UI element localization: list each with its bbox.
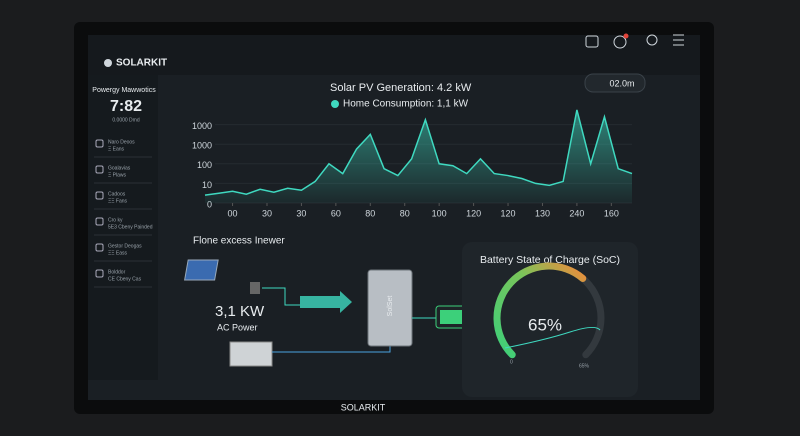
breaker bbox=[229, 341, 273, 367]
y-tick-label: 10 bbox=[202, 180, 212, 190]
chart-subtitle: Home Consumption: 1,1 kW bbox=[343, 99, 469, 110]
battery-card bbox=[462, 242, 638, 397]
icon[interactable] bbox=[613, 35, 627, 49]
notification-dot bbox=[623, 33, 629, 39]
power-label: AC Power bbox=[217, 322, 258, 332]
side-item-title: Goalavias bbox=[108, 165, 131, 171]
side-item-title: Gestor Deogas bbox=[108, 243, 142, 249]
battery-title: Battery State of Charge (SoC) bbox=[480, 254, 620, 266]
footer-brand: SOLARKIT bbox=[341, 402, 386, 412]
gauge-wave bbox=[504, 326, 601, 349]
sidebar bbox=[88, 75, 158, 380]
x-tick-label: 100 bbox=[432, 208, 447, 218]
side-icon bbox=[95, 139, 104, 148]
x-tick-label: 160 bbox=[604, 208, 619, 218]
clock-sub: 0.0000 Dmd bbox=[112, 117, 139, 123]
battery-fill bbox=[440, 310, 466, 324]
y-tick-label: 1000 bbox=[192, 121, 212, 131]
x-tick-label: 120 bbox=[466, 208, 481, 218]
area-line bbox=[204, 109, 633, 196]
x-tick-label: 30 bbox=[296, 208, 306, 218]
icon[interactable] bbox=[646, 34, 658, 46]
menu-icon[interactable] bbox=[673, 34, 684, 46]
side-item-title: Naro Deoos bbox=[108, 139, 135, 145]
side-item-title: Cadoos bbox=[108, 191, 126, 197]
x-tick-label: 80 bbox=[400, 208, 410, 218]
sidebar-title: Powergy Mawwotics bbox=[92, 87, 156, 94]
x-tick-label: 120 bbox=[501, 208, 516, 218]
y-tick-label: 1000 bbox=[192, 141, 212, 151]
panel-box bbox=[250, 282, 260, 294]
side-item-title: Bolddor bbox=[108, 269, 126, 275]
time-badge[interactable] bbox=[584, 73, 646, 93]
x-tick-label: 240 bbox=[569, 208, 584, 218]
x-tick-label: 130 bbox=[535, 208, 550, 218]
power: 3,1 KW bbox=[215, 303, 265, 320]
chart-title: Solar PV Generation: 4.2 kW bbox=[330, 82, 472, 94]
side-icon bbox=[95, 217, 104, 226]
gauge-min: 0 bbox=[510, 359, 513, 365]
x-tick-label: 00 bbox=[228, 208, 238, 218]
battery-value: 65% bbox=[528, 315, 562, 334]
side-item-sub: ΞΞ Eass bbox=[108, 250, 128, 256]
solar-panel bbox=[184, 259, 219, 281]
header-bar bbox=[88, 35, 700, 75]
brand: SOLARKIT bbox=[116, 58, 167, 69]
flow-arrow bbox=[300, 291, 352, 313]
icon[interactable] bbox=[585, 35, 599, 48]
side-item-sub: 5E3 Cbeny Painded bbox=[108, 224, 153, 230]
side-item-sub: CE Cbeny Cas bbox=[108, 276, 142, 282]
y-tick-label: 0 bbox=[207, 199, 212, 209]
inverter-label: SolSet bbox=[387, 296, 394, 317]
flow-title: Flone excess Inewer bbox=[193, 236, 285, 247]
logo bbox=[104, 59, 112, 67]
x-tick-label: 80 bbox=[365, 208, 375, 218]
wire bbox=[272, 345, 391, 353]
y-tick-label: 100 bbox=[197, 160, 212, 170]
time-badge-text: 02.0m bbox=[609, 78, 634, 88]
x-tick-label: 60 bbox=[331, 208, 341, 218]
chart: 0 10 100 1000 1000 00 30 30 60 80 80 100 120 120 130 24… bbox=[192, 109, 633, 218]
side-item-sub: ΞΞ Fans bbox=[108, 198, 128, 204]
side-icon bbox=[95, 269, 104, 278]
side-item-sub: Ξ Eans bbox=[108, 146, 125, 152]
gauge-value bbox=[493, 262, 587, 359]
x-tick-label: 30 bbox=[262, 208, 272, 218]
gauge-max: 65% bbox=[579, 363, 590, 369]
side-icon bbox=[95, 191, 104, 200]
side-item-title: Cro ky bbox=[108, 217, 123, 223]
side-item-sub: Ξ Plaws bbox=[108, 172, 126, 178]
side-icon bbox=[95, 243, 104, 252]
wire bbox=[262, 287, 300, 306]
inverter bbox=[367, 269, 413, 347]
side-icon bbox=[95, 165, 104, 174]
gauge bbox=[493, 262, 605, 359]
legend-dot bbox=[331, 100, 339, 108]
clock: 7:82 bbox=[110, 98, 142, 115]
